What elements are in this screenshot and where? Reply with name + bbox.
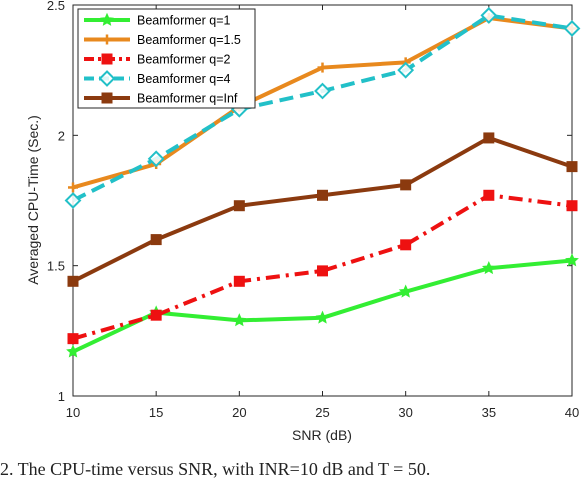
data-point-1 bbox=[398, 284, 413, 298]
data-point-3 bbox=[483, 189, 495, 201]
data-point-5 bbox=[67, 275, 79, 287]
data-point-3 bbox=[317, 265, 328, 277]
data-point-3 bbox=[150, 309, 162, 321]
data-point-5 bbox=[400, 179, 412, 191]
legend-label: Beamformer q=1 bbox=[137, 14, 230, 28]
data-point-1 bbox=[315, 310, 330, 324]
x-tick-label: 30 bbox=[398, 405, 412, 420]
data-point-3 bbox=[67, 333, 79, 345]
x-tick-label: 15 bbox=[149, 405, 163, 420]
legend-marker bbox=[101, 53, 113, 65]
legend-marker bbox=[101, 92, 113, 104]
legend-marker bbox=[102, 34, 112, 45]
data-point-4 bbox=[397, 61, 415, 79]
legend-label: Beamformer q=2 bbox=[137, 53, 230, 67]
y-axis-label: Averaged CPU-Time (Sec.) bbox=[25, 115, 41, 285]
data-point-5 bbox=[150, 234, 162, 246]
x-tick-label: 20 bbox=[232, 405, 246, 420]
y-tick-label: 2.5 bbox=[47, 0, 65, 13]
data-point-3 bbox=[566, 200, 578, 212]
data-point-2 bbox=[317, 62, 328, 73]
data-point-1 bbox=[232, 313, 247, 327]
y-tick-label: 1 bbox=[58, 389, 65, 404]
x-tick-label: 35 bbox=[482, 405, 496, 420]
cpu-time-chart: 10 15 20 25 30 35 40 1 1.5 2 2.5 SNR (dB) Averaged… bbox=[25, 0, 581, 443]
axis-ticks: 10 15 20 25 30 35 40 1 1.5 2 2.5 bbox=[47, 0, 579, 420]
legend: Beamformer q=1 Beamformer q=1.5 Beamformer… bbox=[77, 8, 256, 109]
data-point-3 bbox=[400, 239, 412, 251]
legend-label: Beamformer q=4 bbox=[137, 72, 230, 86]
data-point-1 bbox=[66, 344, 80, 358]
figure-caption: 2. The CPU-time versus SNR, with INR=10 … bbox=[0, 459, 431, 479]
data-point-3 bbox=[233, 275, 245, 287]
data-point-4 bbox=[64, 192, 82, 209]
legend-label: Beamformer q=Inf bbox=[137, 92, 238, 106]
data-point-5 bbox=[317, 189, 328, 201]
y-tick-label: 1.5 bbox=[47, 259, 65, 274]
data-point-4 bbox=[480, 7, 498, 24]
data-point-1 bbox=[565, 253, 579, 267]
data-point-1 bbox=[481, 261, 496, 275]
x-tick-label: 40 bbox=[565, 405, 579, 420]
x-axis-label: SNR (dB) bbox=[292, 427, 352, 443]
y-tick-label: 2 bbox=[58, 128, 65, 143]
x-tick-label: 10 bbox=[66, 405, 80, 420]
data-point-4 bbox=[314, 82, 331, 100]
data-point-5 bbox=[483, 132, 495, 144]
data-point-5 bbox=[566, 161, 578, 173]
legend-label: Beamformer q=1.5 bbox=[137, 33, 241, 47]
data-point-5 bbox=[233, 200, 245, 212]
x-tick-label: 25 bbox=[315, 405, 329, 420]
data-point-4 bbox=[563, 20, 581, 37]
data-point-4 bbox=[147, 150, 165, 168]
legend-marker bbox=[98, 70, 116, 87]
legend-marker bbox=[100, 12, 114, 26]
series-markers bbox=[64, 7, 581, 358]
data-point-2 bbox=[68, 182, 78, 193]
